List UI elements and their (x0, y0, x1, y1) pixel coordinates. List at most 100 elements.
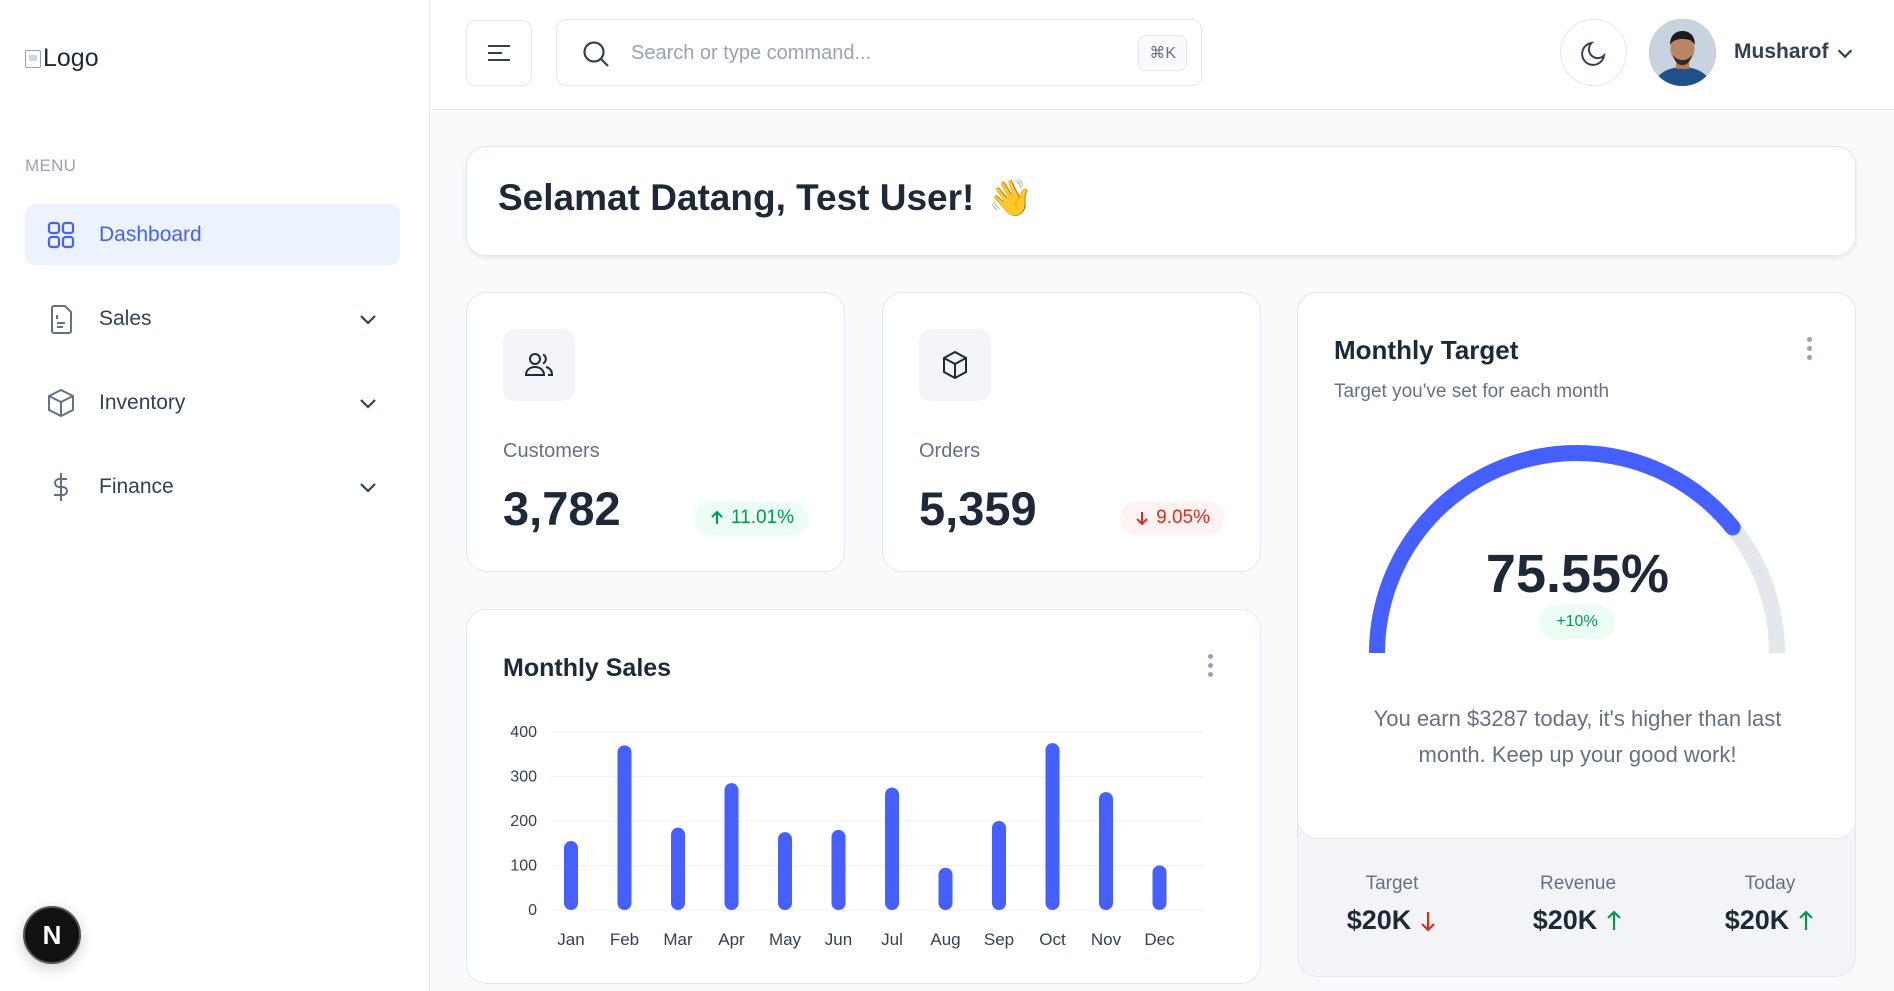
chevron-down-icon[interactable] (356, 391, 380, 415)
gauge-progress (1369, 445, 1741, 653)
target-message: You earn $3287 today, it's higher than l… (1373, 706, 1782, 767)
more-options-icon[interactable] (1805, 337, 1813, 365)
bar-mar[interactable] (671, 827, 685, 910)
sidebar-item-label: Sales (99, 306, 152, 330)
y-tick-label: 400 (510, 724, 537, 741)
stat-today: Today $20K (1690, 873, 1850, 936)
x-tick-label: Jun (825, 930, 852, 949)
x-tick-label: Oct (1039, 930, 1066, 949)
metric-label: Orders (919, 440, 981, 462)
x-tick-label: Dec (1144, 930, 1175, 949)
bar-aug[interactable] (938, 867, 953, 910)
menu-icon (488, 45, 510, 61)
stat-revenue: Revenue $20K (1498, 873, 1658, 936)
dollar-icon (45, 471, 77, 503)
stat-value-row: $20K (1498, 905, 1658, 936)
users-icon (503, 329, 575, 401)
customers-metric-card: Customers 3,782 11.01% (466, 292, 845, 572)
waving-hand-icon: 👋 (988, 177, 1034, 218)
theme-toggle-button[interactable] (1560, 19, 1627, 86)
stat-value: $20K (1346, 905, 1412, 935)
x-tick-label: May (769, 930, 802, 949)
monthly-sales-card: Monthly Sales 0 100 200 300 400 Jan Feb Mar Apr M… (466, 609, 1261, 984)
arrow-up-icon (1799, 909, 1814, 930)
bar-oct[interactable] (1045, 743, 1060, 910)
stat-label: Today (1744, 873, 1796, 894)
metric-value: 5,359 (919, 482, 1037, 535)
card-subtitle: Target you've set for each month (1334, 381, 1610, 402)
moon-icon (1580, 41, 1605, 66)
stat-value-row: $20K (1690, 905, 1850, 936)
card-title: Monthly Target (1334, 335, 1519, 365)
search-input[interactable] (631, 38, 1101, 68)
chevron-down-icon[interactable] (356, 307, 380, 331)
welcome-banner: Selamat Datang, Test User! 👋 (466, 146, 1856, 256)
x-tick-label: Aug (930, 930, 960, 949)
x-tick-label: Mar (663, 930, 693, 949)
y-tick-label: 300 (510, 769, 537, 786)
sidebar-item-label: Inventory (99, 390, 186, 414)
card-title: Monthly Sales (503, 654, 672, 682)
sidebar-item-dashboard[interactable]: Dashboard (25, 204, 400, 265)
grid-icon (45, 219, 77, 251)
sidebar-item-label: Dashboard (99, 222, 202, 246)
monthly-sales-chart: 0 100 200 300 400 Jan Feb Mar Apr May Jun Jul Aug Sep… (510, 724, 1203, 949)
arrow-down-icon (1421, 911, 1436, 932)
bar-sep[interactable] (992, 821, 1006, 910)
page-title: Selamat Datang, Test User! 👋 (498, 177, 1033, 219)
shortcut-key-badge: ⌘K (1138, 35, 1187, 71)
stat-label: Revenue (1539, 873, 1617, 894)
bar-may[interactable] (778, 832, 792, 910)
box-icon (45, 387, 77, 419)
stat-label: Target (1365, 873, 1419, 894)
change-value: 11.01% (730, 507, 794, 528)
search-bar[interactable]: ⌘K (556, 19, 1202, 86)
target-summary: Monthly Target Target you've set for eac… (1297, 292, 1856, 839)
monthly-target-card: Monthly Target Target you've set for eac… (1297, 292, 1856, 977)
document-icon (45, 303, 77, 335)
bar-jan[interactable] (564, 841, 578, 910)
bar-jun[interactable] (831, 829, 846, 910)
gauge-change-badge: +10% (1539, 605, 1615, 639)
box-icon (919, 329, 991, 401)
bar-dec[interactable] (1152, 865, 1167, 911)
sidebar: Logo MENU Dashboard Sales Inventory (0, 0, 430, 991)
sidebar-toggle-button[interactable] (466, 20, 532, 86)
user-name[interactable]: Musharof (1734, 40, 1829, 63)
x-tick-label: Apr (718, 930, 745, 949)
stat-target: Target $20K (1312, 873, 1472, 936)
menu-label: MENU (25, 156, 77, 175)
y-tick-label: 100 (510, 858, 537, 875)
nextjs-badge-button[interactable]: N (23, 906, 81, 964)
search-icon (583, 41, 609, 67)
x-tick-label: Feb (610, 930, 639, 949)
x-tick-label: Nov (1091, 930, 1122, 949)
more-options-icon[interactable] (1206, 654, 1214, 682)
y-tick-label: 0 (528, 902, 537, 919)
sidebar-item-label: Finance (99, 474, 174, 498)
bar-feb[interactable] (617, 745, 632, 910)
orders-metric-card: Orders 5,359 9.05% (882, 292, 1261, 572)
sidebar-item-sales[interactable]: Sales (25, 288, 400, 349)
chevron-down-icon[interactable] (356, 475, 380, 499)
logo[interactable]: Logo (25, 44, 99, 73)
chevron-down-icon[interactable] (1834, 42, 1856, 64)
logo-alt-text: Logo (43, 44, 99, 72)
bar-apr[interactable] (724, 783, 739, 910)
arrow-down-icon (1136, 512, 1148, 526)
x-tick-label: Jul (881, 930, 903, 949)
change-value: 9.05% (1156, 507, 1210, 528)
sidebar-item-finance[interactable]: Finance (25, 456, 400, 517)
sidebar-item-inventory[interactable]: Inventory (25, 372, 400, 433)
x-tick-label: Sep (984, 930, 1014, 949)
change-badge-up: 11.01% (694, 501, 808, 535)
x-tick-label: Jan (557, 930, 584, 949)
welcome-text: Selamat Datang, Test User! (498, 177, 975, 218)
avatar[interactable] (1649, 19, 1716, 86)
arrow-up-icon (1607, 909, 1622, 930)
metric-value: 3,782 (503, 482, 621, 535)
metric-label: Customers (503, 440, 600, 462)
bar-jul[interactable] (885, 787, 899, 910)
gauge-percent: 75.55% (1485, 544, 1670, 604)
bar-nov[interactable] (1099, 792, 1113, 910)
